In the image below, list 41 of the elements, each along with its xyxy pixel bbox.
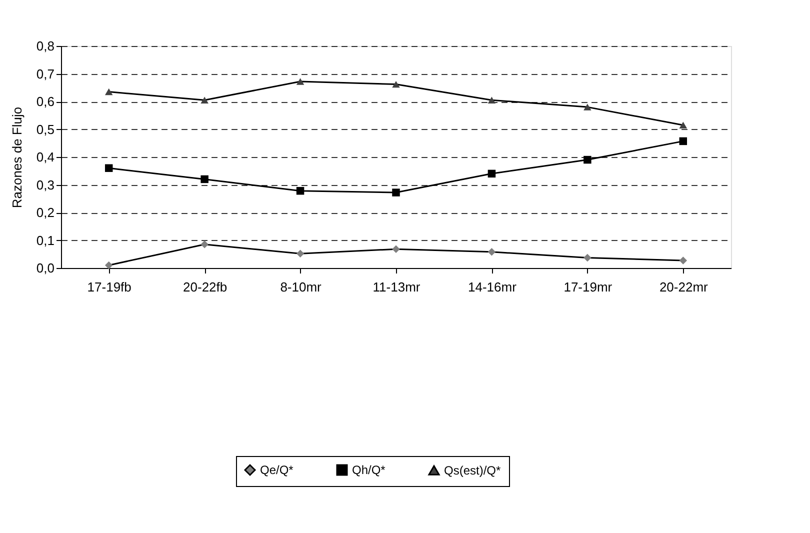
point bbox=[200, 96, 208, 104]
y-tick-label: 0,8 bbox=[36, 38, 54, 54]
x-tick-label: 17-19fb bbox=[87, 280, 132, 294]
y-tick-label: 0,3 bbox=[36, 177, 54, 192]
point bbox=[679, 137, 688, 146]
point bbox=[488, 248, 496, 256]
legend-label: Qe/Q* bbox=[260, 463, 294, 477]
legend-label: Qs(est)/Q* bbox=[444, 463, 501, 478]
point bbox=[584, 254, 592, 262]
point bbox=[104, 88, 113, 96]
x-tick-label: 14-16mr bbox=[468, 280, 518, 294]
y-tick-label: 0,5 bbox=[36, 122, 54, 137]
legend-label: Qh/Q* bbox=[352, 463, 386, 477]
point bbox=[392, 80, 400, 88]
point bbox=[392, 188, 400, 196]
point bbox=[584, 156, 592, 164]
x-tick-label: 11-13mr bbox=[372, 280, 421, 294]
y-axis-title: Razones de Flujo bbox=[9, 106, 24, 208]
x-tick-label: 20-22fb bbox=[183, 280, 228, 294]
point bbox=[584, 104, 592, 110]
point bbox=[200, 175, 208, 184]
y-tick-label: 0,4 bbox=[36, 150, 54, 164]
point bbox=[392, 245, 400, 254]
point bbox=[488, 96, 496, 104]
y-tick-label: 0,7 bbox=[36, 66, 54, 82]
y-tick-label: 0,6 bbox=[36, 94, 54, 109]
point bbox=[104, 261, 113, 270]
y-tick-label: 0,1 bbox=[36, 232, 54, 248]
y-tick-label: 0,2 bbox=[36, 205, 54, 220]
x-tick-label: 8-10mr bbox=[280, 280, 322, 294]
point bbox=[104, 164, 113, 172]
point bbox=[488, 170, 496, 178]
point bbox=[296, 78, 304, 85]
point bbox=[200, 240, 208, 248]
y-tick-label: 0,0 bbox=[36, 260, 54, 276]
point bbox=[296, 186, 304, 195]
x-tick-label: 20-22mr bbox=[659, 280, 709, 294]
point bbox=[296, 250, 304, 258]
x-tick-label: 17-19mr bbox=[564, 280, 613, 294]
point bbox=[679, 256, 688, 264]
point bbox=[679, 122, 688, 128]
